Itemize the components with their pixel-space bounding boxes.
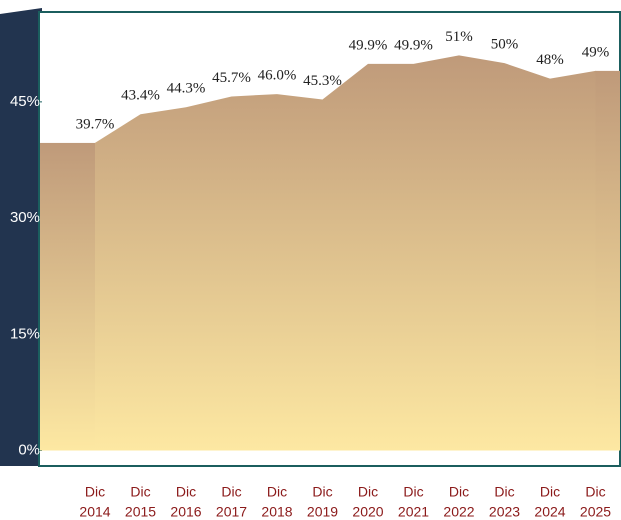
x-tick-label: 2014 [79,504,110,520]
x-tick-label: 2018 [261,504,292,520]
y-tick-label: 15% [10,325,40,342]
x-tick-label: Dic [176,484,196,500]
x-tick-label: 2019 [307,504,338,520]
x-tick-label: 2020 [352,504,383,520]
x-tick-label: 2022 [443,504,474,520]
y-tick-label: 45% [10,93,40,110]
value-label: 45.7% [212,70,251,86]
x-tick-label: 2025 [580,504,611,520]
x-tick-label: Dic [358,484,378,500]
value-label: 49.9% [394,37,433,53]
x-tick-label: Dic [403,484,423,500]
x-tick-label: 2015 [125,504,156,520]
x-tick-label: Dic [267,484,287,500]
x-tick-label: Dic [494,484,514,500]
x-tick-label: 2017 [216,504,247,520]
area [95,55,596,451]
value-label: 44.3% [167,81,206,97]
x-tick-label: Dic [540,484,560,500]
x-tick-label: Dic [585,484,605,500]
value-label: 49.9% [349,37,388,53]
x-tick-label: Dic [312,484,332,500]
y-tick-label: 30% [10,209,40,226]
value-label: 48% [536,52,564,68]
value-label: 39.7% [76,116,115,132]
x-tick-label: Dic [130,484,150,500]
x-tick-label: Dic [85,484,105,500]
value-label: 43.4% [121,88,160,104]
value-label: 51% [445,29,473,45]
area-edge [595,70,620,451]
value-label: 46.0% [258,68,297,84]
x-tick-label: 2021 [398,504,429,520]
value-label: 49% [582,44,610,60]
x-tick-label: Dic [449,484,469,500]
value-label: 50% [491,37,519,53]
x-tick-label: 2024 [534,504,565,520]
x-tick-label: Dic [221,484,241,500]
x-tick-label: 2023 [489,504,520,520]
value-label: 45.3% [303,73,342,89]
y-axis-band [0,8,42,466]
y-tick-label: 0% [18,441,40,458]
area-edge [40,142,96,451]
x-tick-label: 2016 [170,504,201,520]
